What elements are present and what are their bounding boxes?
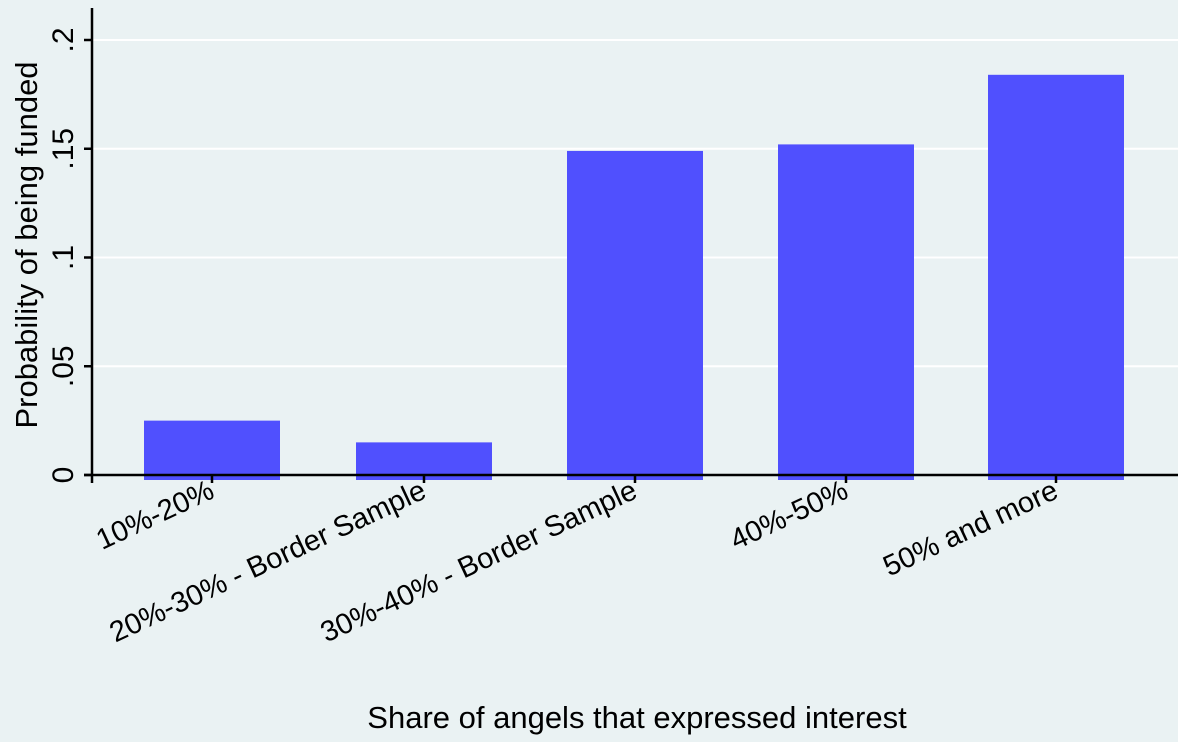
y-tick-label: 0 [47, 467, 80, 484]
x-axis-title: Share of angels that expressed interest [367, 700, 907, 735]
bars [144, 74, 1124, 481]
y-tick-label: .2 [47, 27, 80, 52]
y-axis-title: Probability of being funded [9, 61, 44, 428]
bar [567, 150, 703, 481]
bar [778, 144, 914, 480]
y-tick-label: .15 [47, 128, 80, 170]
bar [988, 74, 1124, 481]
y-tick-label: .1 [47, 245, 80, 270]
y-axis-ticks: 0 .05 .1 .15 .2 [47, 27, 92, 483]
bar [356, 442, 492, 480]
bar [144, 420, 280, 480]
y-tick-label: .05 [47, 345, 80, 387]
